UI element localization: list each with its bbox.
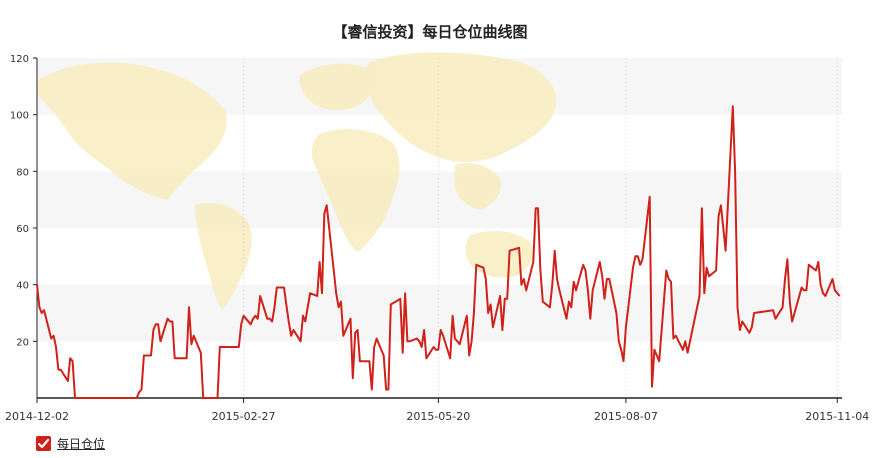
map-africa xyxy=(311,129,400,252)
map-south-america xyxy=(195,203,252,310)
y-tick-label: 100 xyxy=(10,111,29,122)
map-europe xyxy=(299,63,376,111)
y-tick-label: 80 xyxy=(16,167,29,178)
y-tick-label: 60 xyxy=(16,224,29,235)
legend-label: 每日仓位 xyxy=(57,437,106,451)
y-tick-label: 40 xyxy=(16,281,29,292)
x-tick-label: 2014-12-02 xyxy=(5,410,69,423)
x-tick-label: 2015-02-27 xyxy=(212,410,276,423)
x-tick-label: 2015-11-04 xyxy=(805,410,869,423)
checkmark-icon xyxy=(37,438,50,449)
vertical-gridlines xyxy=(243,58,838,398)
x-tick-label: 2015-08-07 xyxy=(594,410,658,423)
map-asia xyxy=(365,52,557,162)
x-tick-label: 2015-05-20 xyxy=(406,410,470,423)
y-tick-label: 120 xyxy=(10,54,29,65)
world-map-watermark xyxy=(38,52,557,310)
chart-title: 【睿信投资】每日仓位曲线图 xyxy=(332,23,527,41)
map-north-america xyxy=(38,62,227,200)
y-axis-ticks: 20 40 60 80 100 120 xyxy=(10,54,37,348)
y-tick-label: 20 xyxy=(16,337,29,348)
legend-checkbox-icon[interactable] xyxy=(36,436,51,451)
map-australia xyxy=(465,230,534,278)
series-group xyxy=(36,105,841,399)
x-axis-ticks: 2014-12-02 2015-02-27 2015-05-20 2015-08-07… xyxy=(5,398,869,423)
legend-item-daily-position[interactable]: 每日仓位 xyxy=(36,435,105,452)
map-southeast-asia xyxy=(454,163,501,210)
series-line-daily-position xyxy=(36,105,841,399)
